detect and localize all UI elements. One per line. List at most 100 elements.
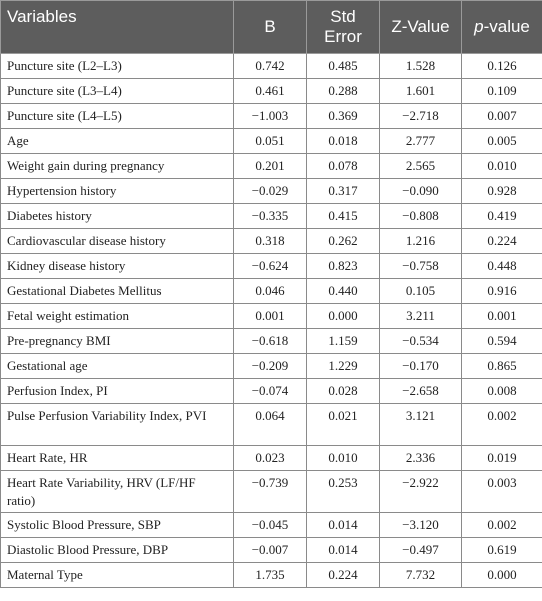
cell-std-error: 1.159 <box>306 328 380 354</box>
cell-b: −0.335 <box>233 203 307 229</box>
header-p-italic: p <box>474 17 484 36</box>
cell-std-error: 0.014 <box>306 537 380 563</box>
table-row: Gestational age −0.209 1.229 −0.170 0.865 <box>0 353 542 379</box>
cell-b: 0.023 <box>233 445 307 471</box>
cell-std-error: 0.823 <box>306 253 380 279</box>
cell-p-value: 0.008 <box>461 378 542 404</box>
table-row: Puncture site (L3–L4) 0.461 0.288 1.601 0.10… <box>0 78 542 104</box>
cell-std-error: 0.415 <box>306 203 380 229</box>
cell-b: 0.461 <box>233 78 307 104</box>
cell-std-error: 0.253 <box>306 470 380 513</box>
cell-variable: Fetal weight estimation <box>0 303 234 329</box>
table-row: Age 0.051 0.018 2.777 0.005 <box>0 128 542 154</box>
cell-z-value: 7.732 <box>379 562 462 588</box>
cell-p-value: 0.865 <box>461 353 542 379</box>
cell-p-value: 0.001 <box>461 303 542 329</box>
cell-std-error: 0.078 <box>306 153 380 179</box>
cell-z-value: 1.216 <box>379 228 462 254</box>
cell-variable: Gestational Diabetes Mellitus <box>0 278 234 304</box>
regression-table: Variables B Std Error Z-Value p-value Pu… <box>0 0 542 588</box>
cell-b: −0.618 <box>233 328 307 354</box>
cell-p-value: 0.448 <box>461 253 542 279</box>
cell-p-value: 0.916 <box>461 278 542 304</box>
cell-z-value: 1.601 <box>379 78 462 104</box>
cell-b: −0.029 <box>233 178 307 204</box>
cell-variable: Weight gain during pregnancy <box>0 153 234 179</box>
cell-std-error: 0.440 <box>306 278 380 304</box>
cell-z-value: −0.170 <box>379 353 462 379</box>
cell-variable: Gestational age <box>0 353 234 379</box>
cell-p-value: 0.007 <box>461 103 542 129</box>
cell-variable: Diabetes history <box>0 203 234 229</box>
table-row: Kidney disease history −0.624 0.823 −0.758 0… <box>0 253 542 279</box>
cell-b: 0.201 <box>233 153 307 179</box>
cell-z-value: 2.777 <box>379 128 462 154</box>
cell-p-value: 0.109 <box>461 78 542 104</box>
cell-std-error: 0.369 <box>306 103 380 129</box>
cell-variable: Maternal Type <box>0 562 234 588</box>
cell-b: 0.001 <box>233 303 307 329</box>
cell-variable: Pre-pregnancy BMI <box>0 328 234 354</box>
table-row: Hypertension history −0.029 0.317 −0.090 0.9… <box>0 178 542 204</box>
cell-variable: Kidney disease history <box>0 253 234 279</box>
table-row: Heart Rate, HR 0.023 0.010 2.336 0.019 <box>0 445 542 471</box>
cell-std-error: 0.000 <box>306 303 380 329</box>
cell-p-value: 0.002 <box>461 512 542 538</box>
table-row: Systolic Blood Pressure, SBP −0.045 0.014−… <box>0 512 542 538</box>
cell-variable: Heart Rate Variability, HRV (LF/HF ratio… <box>0 470 234 513</box>
cell-z-value: −2.718 <box>379 103 462 129</box>
cell-variable: Age <box>0 128 234 154</box>
table-row: Perfusion Index, PI −0.074 0.028 −2.658 0.00… <box>0 378 542 404</box>
cell-b: 0.742 <box>233 53 307 79</box>
cell-variable: Puncture site (L3–L4) <box>0 78 234 104</box>
table-row: Gestational Diabetes Mellitus 0.046 0.440 0… <box>0 278 542 304</box>
table-row: Maternal Type 1.735 0.224 7.732 0.000 <box>0 562 542 588</box>
table-row: Puncture site (L2–L3) 0.742 0.485 1.528 0.12… <box>0 53 542 79</box>
cell-std-error: 0.021 <box>306 403 380 446</box>
cell-z-value: −2.922 <box>379 470 462 513</box>
cell-z-value: −3.120 <box>379 512 462 538</box>
cell-b: −0.624 <box>233 253 307 279</box>
table-row: Weight gain during pregnancy 0.201 0.078 2.… <box>0 153 542 179</box>
cell-variable: Diastolic Blood Pressure, DBP <box>0 537 234 563</box>
table-row: Puncture site (L4–L5) −1.003 0.369 −2.718 0.… <box>0 103 542 129</box>
cell-std-error: 0.317 <box>306 178 380 204</box>
cell-std-error: 0.014 <box>306 512 380 538</box>
cell-z-value: 2.336 <box>379 445 462 471</box>
header-row: Variables B Std Error Z-Value p-value <box>0 0 542 54</box>
cell-std-error: 0.224 <box>306 562 380 588</box>
cell-z-value: −0.534 <box>379 328 462 354</box>
cell-b: 0.051 <box>233 128 307 154</box>
cell-b: −1.003 <box>233 103 307 129</box>
cell-z-value: 3.121 <box>379 403 462 446</box>
cell-z-value: −0.758 <box>379 253 462 279</box>
cell-variable: Pulse Perfusion Variability Index, PVI <box>0 403 234 446</box>
cell-std-error: 0.018 <box>306 128 380 154</box>
header-z-value: Z-Value <box>379 0 462 54</box>
cell-std-error: 0.028 <box>306 378 380 404</box>
table-row: Fetal weight estimation 0.001 0.000 3.211 0.… <box>0 303 542 329</box>
cell-p-value: 0.126 <box>461 53 542 79</box>
cell-std-error: 0.288 <box>306 78 380 104</box>
header-b: B <box>233 0 307 54</box>
cell-z-value: −0.808 <box>379 203 462 229</box>
cell-b: −0.739 <box>233 470 307 513</box>
cell-variable: Puncture site (L4–L5) <box>0 103 234 129</box>
cell-std-error: 0.262 <box>306 228 380 254</box>
header-variables: Variables <box>0 0 234 54</box>
cell-p-value: 0.019 <box>461 445 542 471</box>
cell-p-value: 0.010 <box>461 153 542 179</box>
cell-z-value: −0.090 <box>379 178 462 204</box>
cell-z-value: −2.658 <box>379 378 462 404</box>
cell-b: 1.735 <box>233 562 307 588</box>
cell-b: −0.007 <box>233 537 307 563</box>
cell-z-value: 0.105 <box>379 278 462 304</box>
header-p-rest: -value <box>483 17 530 36</box>
cell-z-value: 2.565 <box>379 153 462 179</box>
cell-b: 0.046 <box>233 278 307 304</box>
cell-b: −0.209 <box>233 353 307 379</box>
table-row: Cardiovascular disease history 0.318 0.262… <box>0 228 542 254</box>
header-p-value: p-value <box>461 0 542 54</box>
cell-z-value: −0.497 <box>379 537 462 563</box>
cell-p-value: 0.594 <box>461 328 542 354</box>
